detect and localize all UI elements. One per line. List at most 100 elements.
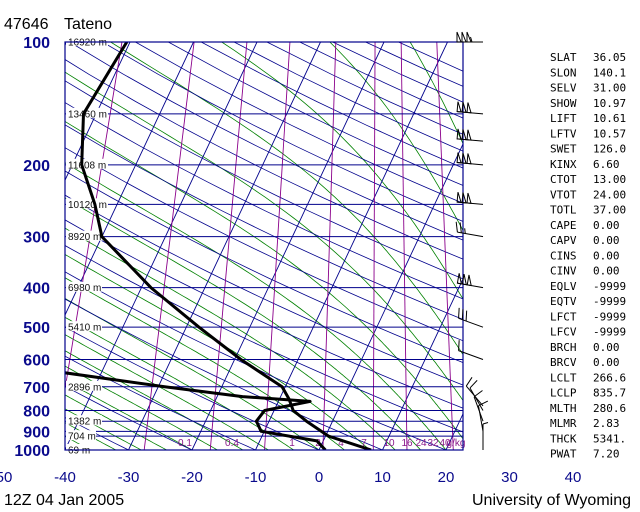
height-label: 69 m <box>68 446 90 457</box>
index-value: 5341. <box>593 432 626 445</box>
pressure-label: 600 <box>23 352 50 369</box>
index-row: THCK 5341. <box>550 432 626 445</box>
wind-barb-flag <box>461 152 467 164</box>
wind-barb-full <box>461 309 464 320</box>
wind-barb-flag <box>461 274 467 286</box>
index-value: 0.00 <box>593 234 620 247</box>
pressure-label: 1000 <box>14 443 50 460</box>
wind-barb-half <box>464 228 466 234</box>
wind-barb-flag <box>461 31 467 43</box>
index-value: 10.97 <box>593 97 626 110</box>
index-row: CAPV 0.00 <box>550 234 620 247</box>
wind-barb-full <box>469 380 478 389</box>
index-value: -9999 <box>593 280 626 293</box>
index-name: CAPV <box>550 234 577 247</box>
index-value: 126.0 <box>593 143 626 156</box>
mixing-ratio-line <box>469 42 495 450</box>
height-label: 13460 m <box>68 109 107 120</box>
index-value: 0.00 <box>593 356 620 369</box>
index-value: 0.00 <box>593 341 620 354</box>
index-name: SELV <box>550 82 577 95</box>
dry-adiabat-line <box>65 219 463 409</box>
index-value: 0.00 <box>593 249 620 262</box>
mixing-ratio-line <box>264 42 291 450</box>
height-label: 6980 m <box>68 283 101 294</box>
index-value: -9999 <box>593 295 626 308</box>
pressure-label: 700 <box>23 380 50 397</box>
isotherm-line <box>0 42 3 450</box>
height-label: 2896 m <box>68 382 101 393</box>
wind-barb <box>456 101 484 115</box>
wind-barb <box>458 307 484 328</box>
index-name: SHOW <box>550 97 577 110</box>
wind-barb-flag <box>456 273 462 285</box>
mixing-ratio-unit-label: g/kg <box>447 438 466 449</box>
index-name: CINS <box>550 249 577 262</box>
wind-barb <box>456 191 484 205</box>
wind-barb-full <box>458 340 460 351</box>
index-row: KINX 6.60 <box>550 158 620 171</box>
wind-barb <box>458 340 484 360</box>
index-name: LCLT <box>550 371 577 384</box>
mixing-ratio-label: 24 <box>415 438 427 449</box>
height-labels: 16920 m 13460 m 11608 m 10120 m 8920 m 6980 m… <box>66 36 108 457</box>
wind-barb <box>456 128 484 142</box>
wind-barb <box>456 273 484 289</box>
pressure-label: 800 <box>23 403 50 420</box>
wind-barb <box>477 400 489 432</box>
height-label-bg <box>66 107 108 118</box>
plot-frame <box>64 41 464 451</box>
moist-adiabat-line <box>65 227 396 450</box>
mixing-ratio-line <box>372 42 376 450</box>
index-row: BRCH 0.00 <box>550 341 620 354</box>
wind-barb-flag <box>466 274 472 287</box>
index-name: TOTL <box>550 204 577 217</box>
index-value: 266.6 <box>593 371 626 384</box>
index-value: 37.00 <box>593 204 626 217</box>
height-label: 704 m <box>68 432 96 443</box>
profile-lines <box>65 42 372 450</box>
temperature-tick-label: 10 <box>374 469 391 486</box>
index-name: THCK <box>550 432 577 445</box>
wind-barb-flag <box>466 192 472 204</box>
mixing-ratio-label: 4 <box>338 438 344 449</box>
index-row: LCLT 266.6 <box>550 371 626 384</box>
wind-barb-half <box>482 422 489 425</box>
pressure-label: 100 <box>23 35 50 52</box>
wind-barb <box>456 152 484 166</box>
index-name: SLAT <box>550 51 577 64</box>
index-name: MLTH <box>550 402 577 415</box>
index-name: EQTV <box>550 295 577 308</box>
index-value: 280.6 <box>593 402 626 415</box>
mixing-ratio-line <box>436 42 454 450</box>
mixing-ratio-line <box>209 42 248 450</box>
index-value: 2.83 <box>593 417 620 430</box>
index-name: CAPE <box>550 219 577 232</box>
mixing-ratio-label: 16 <box>401 438 413 449</box>
wind-barb-flag <box>466 153 472 165</box>
height-label-bg <box>66 415 102 426</box>
wind-barb-staff <box>457 231 484 238</box>
dry-adiabat-line <box>299 42 463 119</box>
index-value: 24.00 <box>593 188 626 201</box>
dry-adiabat-line <box>266 42 463 135</box>
pressure-axis-labels: 100 200 300 400 500 600 700 800 900 1000 <box>14 35 50 460</box>
index-value: 6.60 <box>593 158 620 171</box>
index-row: SLON 140.1 <box>550 66 626 79</box>
wind-barb <box>456 31 483 43</box>
index-row: LFTV 10.57 <box>550 127 626 140</box>
temperature-tick-label: 20 <box>438 469 455 486</box>
temperature-tick-label: -20 <box>181 469 203 486</box>
height-label: 11608 m <box>68 160 106 171</box>
index-row: LFCT -9999 <box>550 310 626 323</box>
mixing-ratio-line <box>143 42 195 450</box>
wind-barbs <box>455 31 489 450</box>
index-name: SLON <box>550 66 577 79</box>
index-row: EQLV -9999 <box>550 280 626 293</box>
height-label: 16920 m <box>68 38 107 49</box>
observation-time: 12Z 04 Jan 2005 <box>4 492 124 509</box>
mixing-ratio-line <box>322 42 337 450</box>
pressure-label: 200 <box>23 158 50 175</box>
